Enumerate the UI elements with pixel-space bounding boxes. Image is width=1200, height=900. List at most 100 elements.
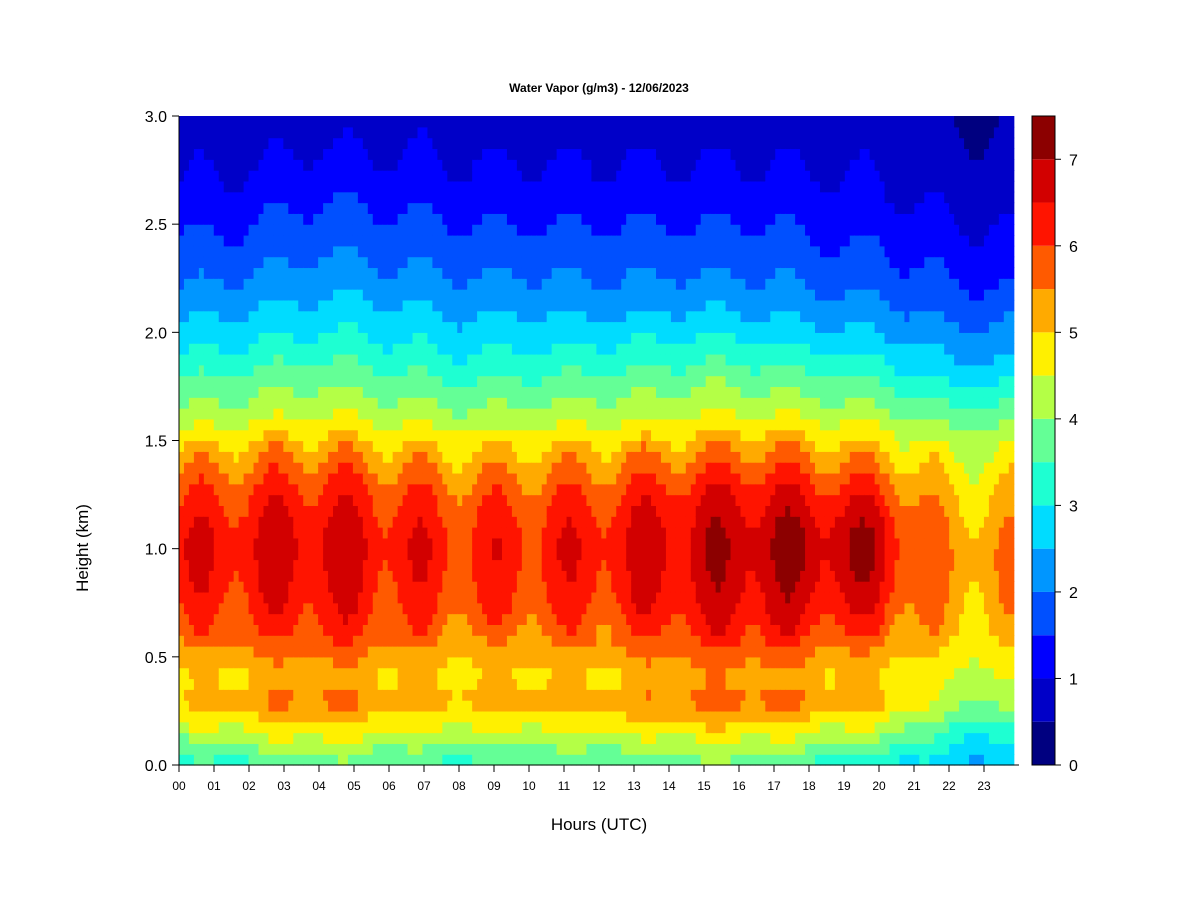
heatmap-cell [541,353,548,366]
heatmap-cell [506,364,513,377]
heatmap-cell [323,700,329,712]
heatmap-cell [308,234,314,247]
heatmap-cell [193,591,200,604]
heatmap-cell [382,613,389,625]
heatmap-cell [576,159,583,171]
heatmap-cell [362,170,369,182]
heatmap-cell [208,559,215,571]
heatmap-cell [328,321,334,333]
heatmap-cell [506,494,513,506]
heatmap-cell [382,321,389,333]
heatmap-cell [338,591,344,604]
heatmap-cell [303,375,309,388]
heatmap-cell [283,581,289,593]
heatmap-cell [561,646,568,658]
heatmap-cell [218,743,225,755]
heatmap-cell [223,656,230,669]
heatmap-cell [233,646,240,658]
heatmap-cell [323,581,329,593]
heatmap-cell [333,667,339,680]
heatmap-cell [213,191,220,204]
heatmap-cell [402,256,409,269]
heatmap-cell [392,537,399,550]
heatmap-cell [516,559,523,571]
heatmap-cell [253,656,260,669]
heatmap-cell [472,116,478,128]
heatmap-cell [357,321,364,333]
heatmap-cell [497,429,503,442]
heatmap-cell [497,289,503,301]
heatmap-cell [437,462,443,474]
heatmap-cell [482,548,488,561]
heatmap-cell [357,451,364,463]
heatmap-cell [188,602,195,615]
heatmap-cell [357,689,364,701]
heatmap-cell [556,483,563,496]
heatmap-cell [492,375,498,388]
heatmap-cell [333,299,339,312]
heatmap-cell [233,678,240,690]
heatmap-cell [323,710,329,723]
heatmap-cell [338,472,344,485]
heatmap-cell [397,202,404,214]
heatmap-cell [487,375,493,388]
heatmap-cell [347,505,354,517]
heatmap-cell [258,483,265,496]
heatmap-cell [546,440,553,452]
heatmap-cell [501,505,508,517]
heatmap-cell [477,678,483,690]
heatmap-cell [417,191,424,204]
heatmap-cell [422,310,429,323]
heatmap-cell [571,256,578,269]
heatmap-cell [482,440,488,452]
heatmap-cell [268,429,275,442]
heatmap-cell [193,754,200,766]
heatmap-cell [472,440,478,452]
heatmap-cell [268,321,275,333]
heatmap-cell [477,667,483,680]
heatmap-cell [382,494,389,506]
heatmap-cell [442,483,448,496]
heatmap-cell [248,559,255,571]
heatmap-cell [501,451,508,463]
heatmap-cell [551,613,558,625]
heatmap-cell [477,321,483,333]
heatmap-cell [387,429,394,442]
heatmap-cell [238,472,245,485]
heatmap-cell [263,256,270,269]
heatmap-cell [437,624,443,636]
heatmap-cell [551,754,558,766]
heatmap-cell [457,667,463,680]
heatmap-cell [188,386,195,398]
heatmap-cell [561,635,568,647]
heatmap-cell [452,278,458,290]
heatmap-cell [407,267,414,279]
heatmap-cell [248,646,255,658]
heatmap-cell [367,754,374,766]
heatmap-cell [313,656,319,669]
heatmap-cell [198,386,205,398]
heatmap-cell [581,213,588,225]
heatmap-cell [213,754,220,766]
heatmap-cell [268,278,275,290]
heatmap-cell [218,602,225,615]
heatmap-cell [342,591,349,604]
heatmap-cell [551,180,558,193]
heatmap-cell [243,721,250,734]
heatmap-cell [258,527,265,539]
heatmap-cell [278,743,284,755]
heatmap-cell [342,570,349,582]
heatmap-cell [487,429,493,442]
heatmap-cell [407,397,414,409]
heatmap-cell [467,364,473,377]
heatmap-cell [546,581,553,593]
heatmap-cell [228,159,235,171]
heatmap-cell [511,191,518,204]
heatmap-cell [492,418,498,431]
heatmap-cell [526,116,533,128]
heatmap-cell [293,451,299,463]
heatmap-cell [482,602,488,615]
heatmap-cell [521,116,528,128]
heatmap-cell [506,191,513,204]
heatmap-cell [228,732,235,744]
